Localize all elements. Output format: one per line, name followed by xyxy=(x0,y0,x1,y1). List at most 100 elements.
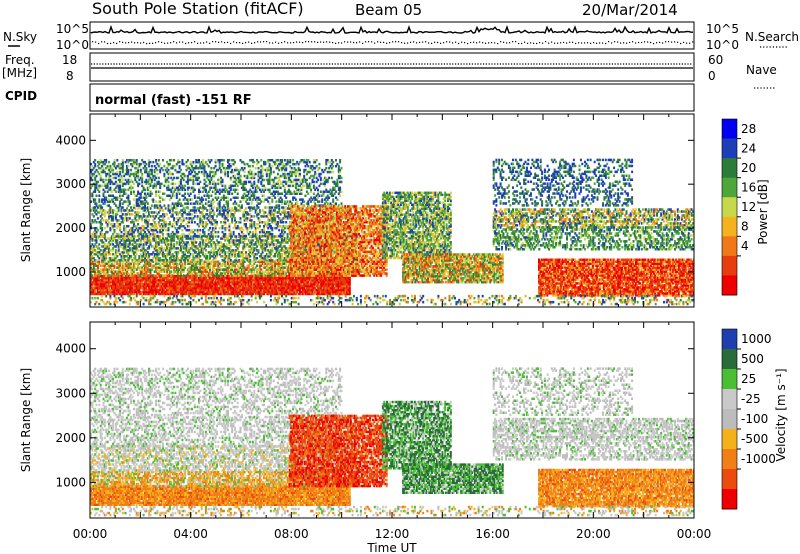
power-cell xyxy=(204,280,207,284)
power-cell xyxy=(173,259,176,262)
power-cell xyxy=(272,284,275,288)
power-cell xyxy=(216,251,218,254)
power-cell xyxy=(148,253,151,256)
noise-search-dot xyxy=(137,42,139,44)
power-cell xyxy=(120,255,123,258)
power-cell xyxy=(116,243,119,246)
power-cell xyxy=(234,292,236,296)
power-cell xyxy=(188,275,191,278)
power-cell xyxy=(163,288,166,292)
power-cell xyxy=(192,249,195,252)
power-cell xyxy=(130,288,133,292)
power-cell xyxy=(101,239,104,242)
power-cell xyxy=(124,272,127,275)
power-cell xyxy=(126,266,128,269)
power-cell xyxy=(218,268,221,271)
power-cell xyxy=(181,237,184,240)
power-cell xyxy=(106,237,109,240)
noise-right-tick-top: 10^5 xyxy=(706,22,739,36)
power-cell xyxy=(257,272,260,275)
power-cell xyxy=(310,288,313,292)
power-cell xyxy=(166,264,169,267)
power-cell xyxy=(238,266,241,269)
power-cell xyxy=(163,262,166,265)
power-cell xyxy=(168,286,171,290)
noise-search-dot xyxy=(572,41,574,43)
power-cell xyxy=(90,237,92,240)
power-cell xyxy=(184,209,187,212)
power-cell xyxy=(142,272,145,275)
power-cell xyxy=(127,292,130,296)
power-cell xyxy=(202,262,205,265)
power-cell xyxy=(317,282,319,286)
power-cell xyxy=(163,259,166,262)
power-cell xyxy=(213,251,216,254)
power-cell xyxy=(243,292,246,296)
power-cell xyxy=(315,290,318,294)
power-cell xyxy=(198,257,200,260)
power-cell xyxy=(123,235,126,238)
power-cell xyxy=(150,284,153,288)
power-cell xyxy=(192,243,195,246)
power-cell xyxy=(130,255,133,258)
power-cell xyxy=(220,282,223,286)
power-cell xyxy=(198,290,200,294)
noise-search-dot xyxy=(380,41,382,43)
power-cell xyxy=(164,221,167,224)
power-cell xyxy=(94,253,97,256)
power-cell xyxy=(149,253,152,256)
noise-search-dot xyxy=(266,41,268,43)
power-cell xyxy=(127,225,130,228)
power-cell xyxy=(168,282,171,286)
power-cell xyxy=(216,272,218,275)
power-cell xyxy=(209,255,211,258)
power-cell xyxy=(121,270,124,273)
power-cell xyxy=(247,266,250,269)
power-cell xyxy=(203,255,206,258)
power-cell xyxy=(289,292,292,296)
power-cell xyxy=(211,290,214,294)
power-cell xyxy=(91,274,94,277)
power-cell xyxy=(303,286,306,290)
power-cell xyxy=(94,290,97,294)
power-cell xyxy=(90,245,92,248)
power-cell xyxy=(109,253,112,256)
power-cell xyxy=(243,268,246,271)
noise-search-dot xyxy=(146,43,148,45)
power-cell xyxy=(240,268,243,271)
power-cell xyxy=(318,288,321,292)
power-cell xyxy=(148,284,151,288)
power-cell xyxy=(198,251,200,254)
power-cell xyxy=(155,266,158,269)
power-cell xyxy=(156,234,159,238)
power-cell xyxy=(120,278,123,282)
power-cell xyxy=(257,249,260,252)
power-cell xyxy=(336,278,339,282)
power-cell xyxy=(257,278,260,282)
power-cell xyxy=(323,284,326,288)
power-cell xyxy=(94,278,97,282)
power-cell xyxy=(180,245,182,248)
power-cell xyxy=(250,268,253,271)
power-cell xyxy=(145,264,148,267)
power-cell xyxy=(206,280,209,284)
power-cell xyxy=(279,282,282,286)
power-cell xyxy=(90,280,92,284)
noise-search-dot xyxy=(611,42,613,44)
power-cell xyxy=(293,290,296,294)
power-cell xyxy=(344,292,347,296)
power-cell xyxy=(203,260,206,263)
power-cell xyxy=(170,272,173,275)
power-cell xyxy=(261,278,264,282)
power-cell xyxy=(286,282,289,286)
power-cell xyxy=(267,292,270,296)
noise-search-dot xyxy=(635,42,637,44)
power-cell xyxy=(189,253,192,256)
power-cell xyxy=(193,264,196,267)
power-cell xyxy=(152,257,155,260)
power-cell xyxy=(138,237,141,240)
noise-left-tick-top: 10^5 xyxy=(56,22,89,36)
power-cell xyxy=(317,292,319,296)
power-cell xyxy=(134,260,137,263)
